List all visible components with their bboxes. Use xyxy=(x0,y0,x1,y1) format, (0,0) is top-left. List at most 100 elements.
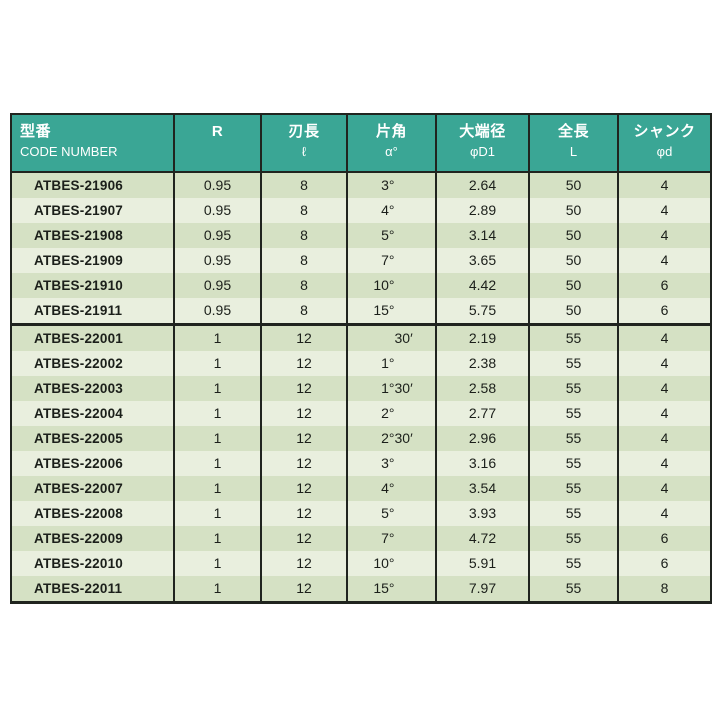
cell-overall-length: 50 xyxy=(528,223,617,248)
cell-overall-length: 55 xyxy=(528,376,617,401)
cell-code-number: ATBES-21909 xyxy=(34,253,123,268)
cell-overall-length: 55 xyxy=(528,576,617,601)
cell-r: 1 xyxy=(173,376,260,401)
header-title-blade-length: 刃長 xyxy=(288,123,320,140)
cell-shank-diameter: 4 xyxy=(617,248,710,273)
half-angle-degrees: 7° xyxy=(381,252,395,268)
cell-r: 0.95 xyxy=(173,173,260,198)
half-angle-minutes xyxy=(395,173,421,198)
cell-half-angle: 15° xyxy=(346,576,435,601)
cell-shank-diameter: 4 xyxy=(617,426,710,451)
half-angle-degrees: 10° xyxy=(373,555,395,571)
cell-shank-diameter: 4 xyxy=(617,451,710,476)
half-angle-degrees: 5° xyxy=(381,227,395,243)
cell-blade-length: 12 xyxy=(260,401,346,426)
half-angle-minutes xyxy=(395,351,421,376)
cell-shank-diameter: 4 xyxy=(617,198,710,223)
cell-half-angle: 4° xyxy=(346,476,435,501)
table-row: ATBES-22004 1 12 2° 2.77 55 4 xyxy=(12,401,710,426)
cell-large-end-diameter: 2.89 xyxy=(435,198,528,223)
cell-half-angle: 10° xyxy=(346,273,435,298)
half-angle-degrees: 5° xyxy=(381,505,395,521)
header-subtitle-blade-length: ℓ xyxy=(301,144,307,159)
table-row: ATBES-22001 1 12 30′ 2.19 55 4 xyxy=(12,326,710,351)
table-row: ATBES-22009 1 12 7° 4.72 55 6 xyxy=(12,526,710,551)
half-angle-minutes xyxy=(395,501,421,526)
cell-half-angle: 30′ xyxy=(346,326,435,351)
cell-half-angle: 10° xyxy=(346,551,435,576)
cell-large-end-diameter: 2.19 xyxy=(435,326,528,351)
half-angle-minutes xyxy=(395,476,421,501)
cell-large-end-diameter: 3.65 xyxy=(435,248,528,273)
half-angle-degrees: 15° xyxy=(373,580,395,596)
cell-half-angle: 1° xyxy=(346,351,435,376)
half-angle-degrees: 15° xyxy=(373,302,395,318)
cell-code-number: ATBES-22003 xyxy=(34,381,123,396)
half-angle-minutes xyxy=(395,551,421,576)
cell-blade-length: 12 xyxy=(260,451,346,476)
table-row: ATBES-22006 1 12 3° 3.16 55 4 xyxy=(12,451,710,476)
cell-overall-length: 55 xyxy=(528,351,617,376)
cell-overall-length: 55 xyxy=(528,501,617,526)
cell-blade-length: 12 xyxy=(260,576,346,601)
header-title-overall-length: 全長 xyxy=(557,123,589,140)
header-title-shank-diameter: シャンク xyxy=(633,123,696,140)
half-angle-minutes xyxy=(395,198,421,223)
table-row: ATBES-22011 1 12 15° 7.97 55 8 xyxy=(12,576,710,601)
cell-large-end-diameter: 5.75 xyxy=(435,298,528,323)
cell-half-angle: 2° xyxy=(346,401,435,426)
half-angle-degrees: 1° xyxy=(381,355,395,371)
header-cell-overall-length: 全長 L xyxy=(528,115,617,171)
cell-code-number: ATBES-22001 xyxy=(34,331,123,346)
half-angle-degrees: 10° xyxy=(373,277,395,293)
cell-overall-length: 55 xyxy=(528,526,617,551)
half-angle-degrees: 4° xyxy=(381,480,395,496)
cell-code-number: ATBES-22002 xyxy=(34,356,123,371)
cell-code-number: ATBES-22005 xyxy=(34,431,123,446)
cell-r: 1 xyxy=(173,551,260,576)
half-angle-minutes xyxy=(395,273,421,298)
cell-r: 1 xyxy=(173,476,260,501)
cell-overall-length: 50 xyxy=(528,248,617,273)
half-angle-degrees: 3° xyxy=(381,177,395,193)
cell-overall-length: 55 xyxy=(528,551,617,576)
cell-shank-diameter: 4 xyxy=(617,376,710,401)
cell-blade-length: 12 xyxy=(260,476,346,501)
table-row: ATBES-22003 1 12 1° 30′ 2.58 55 4 xyxy=(12,376,710,401)
cell-overall-length: 50 xyxy=(528,173,617,198)
table-row: ATBES-21909 0.95 8 7° 3.65 50 4 xyxy=(12,248,710,273)
cell-shank-diameter: 8 xyxy=(617,576,710,601)
cell-code-number: ATBES-21908 xyxy=(34,228,123,243)
cell-r: 1 xyxy=(173,501,260,526)
cell-r: 0.95 xyxy=(173,223,260,248)
half-angle-degrees: 2° xyxy=(381,430,395,446)
cell-overall-length: 50 xyxy=(528,298,617,323)
cell-code-number: ATBES-22006 xyxy=(34,456,123,471)
cell-large-end-diameter: 7.97 xyxy=(435,576,528,601)
cell-large-end-diameter: 4.42 xyxy=(435,273,528,298)
cell-code-number: ATBES-22007 xyxy=(34,481,123,496)
cell-r: 1 xyxy=(173,526,260,551)
table-group-r1: ATBES-22001 1 12 30′ 2.19 55 4 ATBES-22002 1 12 1°… xyxy=(12,323,710,601)
cell-overall-length: 55 xyxy=(528,476,617,501)
cell-large-end-diameter: 2.96 xyxy=(435,426,528,451)
header-subtitle-code-number: CODE NUMBER xyxy=(20,144,118,159)
cell-r: 1 xyxy=(173,351,260,376)
cell-blade-length: 12 xyxy=(260,351,346,376)
cell-shank-diameter: 6 xyxy=(617,298,710,323)
cell-half-angle: 5° xyxy=(346,501,435,526)
cell-large-end-diameter: 2.58 xyxy=(435,376,528,401)
cell-half-angle: 3° xyxy=(346,173,435,198)
header-cell-blade-length: 刃長 ℓ xyxy=(260,115,346,171)
cell-blade-length: 8 xyxy=(260,223,346,248)
cell-code-number: ATBES-22009 xyxy=(34,531,123,546)
header-subtitle-half-angle: α° xyxy=(385,144,398,159)
cell-blade-length: 12 xyxy=(260,551,346,576)
half-angle-minutes xyxy=(395,298,421,323)
table-row: ATBES-22007 1 12 4° 3.54 55 4 xyxy=(12,476,710,501)
half-angle-degrees: 1° xyxy=(381,380,395,396)
table-row: ATBES-21906 0.95 8 3° 2.64 50 4 xyxy=(12,173,710,198)
cell-overall-length: 55 xyxy=(528,401,617,426)
header-cell-half-angle: 片角 α° xyxy=(346,115,435,171)
header-title-code-number: 型番 xyxy=(20,123,52,140)
